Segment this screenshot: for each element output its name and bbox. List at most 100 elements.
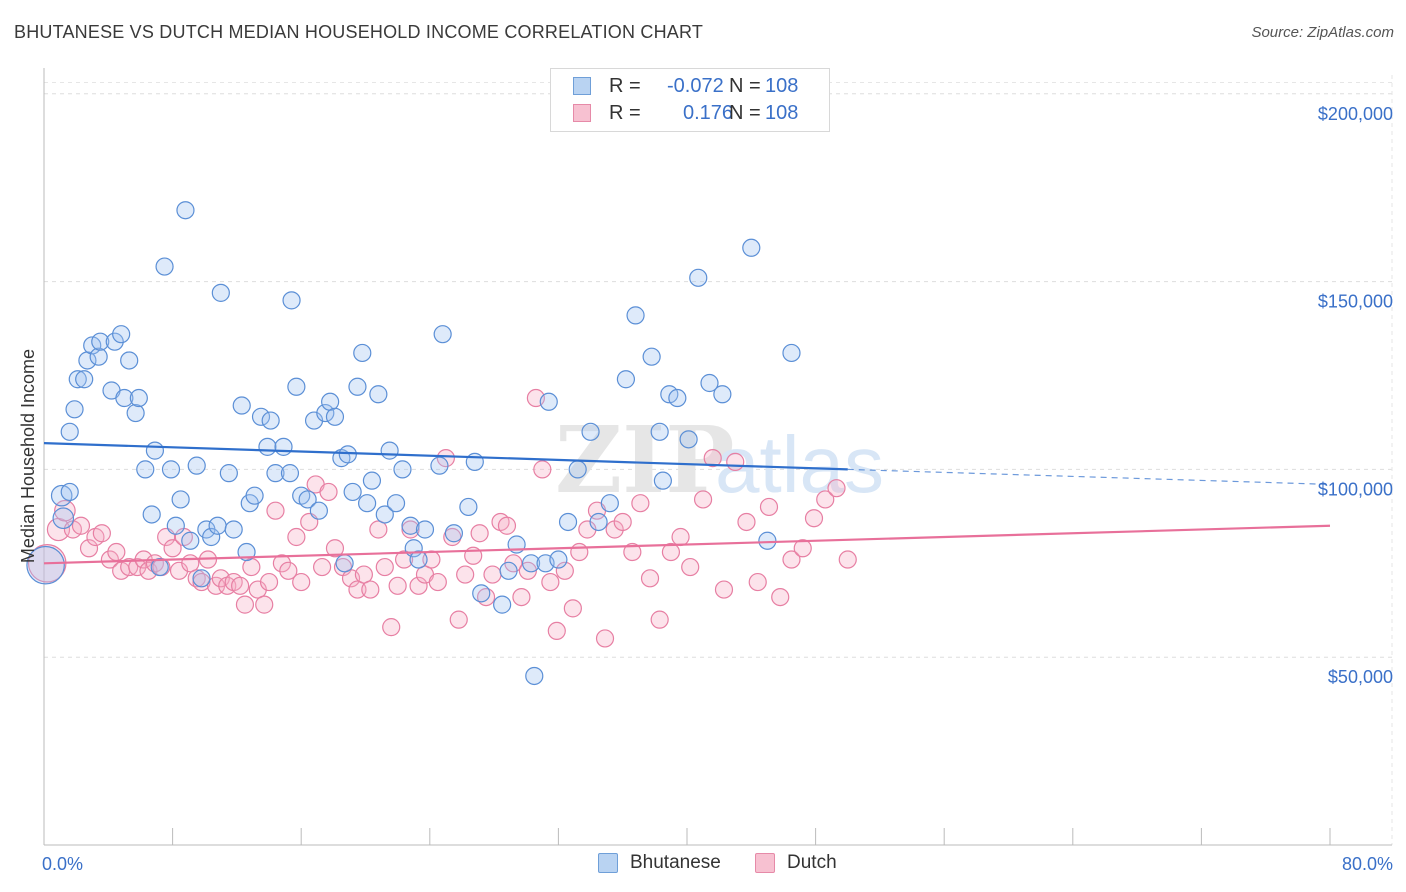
x-tick-label-min: 0.0%: [42, 854, 83, 874]
trend-lines: [43, 441, 1331, 565]
bhutanese-point-32: [202, 527, 221, 547]
dutch-point-84: [613, 512, 632, 532]
dutch-point-49: [361, 580, 380, 599]
bhutanese-point-100: [689, 268, 708, 287]
dutch-point-39: [292, 572, 311, 592]
bhutanese-point-50: [298, 490, 317, 509]
dutch-point-85: [623, 542, 642, 562]
bhutanese-point-69: [401, 516, 420, 535]
bhutanese-point-90: [589, 512, 608, 532]
dutch-point-48: [354, 565, 373, 584]
series-legend: Bhutanese Dutch: [598, 851, 858, 877]
bhutanese-point-93: [626, 306, 645, 325]
bhutanese-point-41: [251, 407, 271, 426]
dutch-point-60: [436, 449, 455, 468]
legend-r-label: R =: [609, 75, 641, 97]
bhutanese-point-11: [91, 332, 110, 351]
bhutanese-point-64: [369, 385, 388, 404]
legend-n-value: 108: [765, 102, 799, 124]
dutch-point-67: [483, 565, 502, 584]
dutch-point-71: [512, 587, 531, 607]
dutch-point-92: [693, 490, 713, 509]
dutch-point-103: [816, 490, 835, 509]
bhutanese-point-78: [472, 584, 491, 603]
dutch-trend-line: [43, 524, 1331, 565]
dutch-point-99: [771, 587, 790, 607]
bhutanese-point-6: [68, 370, 87, 389]
bhutanese-point-4: [60, 422, 79, 441]
bhutanese-point-10: [89, 347, 108, 366]
legend-n-label: N =: [729, 75, 761, 97]
series-swatch-dutch: [755, 853, 775, 873]
dutch-point-76: [547, 621, 566, 641]
bhutanese-point-86: [549, 550, 568, 569]
bhutanese-point-65: [375, 505, 394, 524]
dutch-point-50: [369, 520, 388, 539]
bhutanese-points: [26, 201, 801, 686]
bhutanese-point-104: [758, 531, 777, 550]
dutch-point-43: [319, 482, 338, 502]
bhutanese-point-87: [558, 512, 578, 532]
dutch-point-69: [497, 516, 517, 535]
bhutanese-point-14: [112, 325, 131, 344]
bhutanese-point-88: [568, 460, 587, 479]
dutch-point-91: [681, 557, 700, 577]
bhutanese-trend-extension: [847, 468, 1331, 486]
dutch-point-96: [737, 512, 756, 532]
series-label-bhutanese: Bhutanese: [630, 852, 721, 873]
bhutanese-point-25: [166, 516, 185, 535]
dutch-point-89: [661, 542, 681, 562]
dutch-point-7: [92, 524, 111, 543]
dutch-point-52: [382, 618, 401, 637]
bhutanese-point-82: [521, 554, 541, 573]
bhutanese-point-83: [525, 666, 544, 686]
bhutanese-point-27: [176, 201, 195, 220]
dutch-point-100: [782, 550, 801, 569]
bhutanese-point-91: [600, 494, 619, 513]
chart-title: BHUTANESE VS DUTCH MEDIAN HOUSEHOLD INCO…: [14, 22, 704, 42]
dutch-point-74: [533, 460, 552, 479]
bhutanese-point-52: [309, 501, 328, 520]
bhutanese-point-29: [187, 456, 206, 475]
bhutanese-point-5: [65, 400, 84, 419]
dutch-point-94: [714, 580, 734, 599]
bhutanese-point-85: [539, 392, 558, 411]
bhutanese-point-71: [409, 550, 428, 569]
bhutanese-point-80: [499, 561, 518, 580]
bhutanese-point-46: [280, 464, 300, 483]
dutch-point-63: [456, 565, 475, 584]
dutch-point-9: [107, 542, 126, 562]
dutch-point-88: [650, 610, 669, 629]
bhutanese-point-54: [321, 392, 340, 411]
bhutanese-point-37: [232, 396, 251, 415]
dutch-point-104: [827, 479, 846, 498]
dutch-point-101: [793, 539, 812, 558]
bhutanese-point-23: [155, 257, 174, 276]
bhutanese-point-30: [192, 569, 211, 588]
dutch-point-29: [231, 576, 250, 595]
legend-swatch-bhutanese: [573, 77, 591, 95]
bhutanese-point-68: [393, 460, 412, 479]
legend-n-value: 108: [765, 75, 799, 97]
bhutanese-point-67: [386, 494, 406, 513]
dutch-point-37: [279, 561, 298, 580]
bhutanese-point-3: [60, 482, 79, 502]
dutch-point-34: [259, 572, 279, 592]
bhutanese-point-53: [316, 403, 335, 423]
bhutanese-point-76: [459, 497, 478, 517]
bhutanese-point-94: [642, 347, 661, 366]
bhutanese-point-79: [493, 595, 512, 614]
grid-lines: [44, 75, 1393, 845]
bhutanese-point-17: [126, 403, 145, 423]
dutch-point-42: [312, 557, 332, 577]
dutch-point-78: [563, 599, 582, 618]
dutch-point-35: [266, 501, 285, 520]
legend-swatch-dutch: [573, 104, 591, 122]
bhutanese-point-36: [224, 520, 243, 539]
bhutanese-point-62: [358, 494, 377, 513]
x-tick-label-max: 80.0%: [1342, 854, 1393, 874]
dutch-point-77: [555, 561, 574, 580]
dutch-point-31: [242, 557, 261, 577]
legend-r-value: -0.072: [667, 75, 724, 97]
